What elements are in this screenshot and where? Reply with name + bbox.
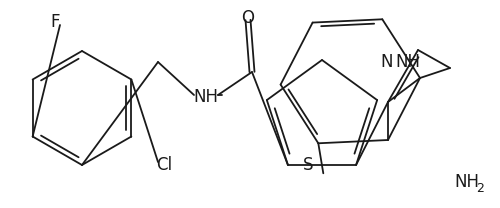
Text: N: N — [380, 53, 393, 71]
Text: Cl: Cl — [156, 156, 172, 174]
Text: NH: NH — [454, 173, 479, 191]
Text: F: F — [50, 13, 60, 31]
Text: NH: NH — [194, 88, 218, 106]
Text: NH: NH — [395, 53, 420, 71]
Text: O: O — [242, 9, 254, 27]
Text: 2: 2 — [476, 182, 484, 194]
Text: S: S — [303, 156, 313, 174]
